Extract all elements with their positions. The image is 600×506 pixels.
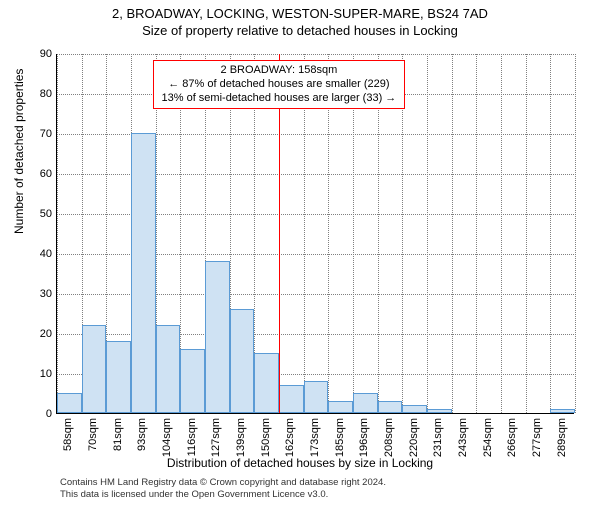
histogram-bar bbox=[254, 353, 279, 413]
gridline-v bbox=[57, 54, 58, 413]
plot-area: 2 BROADWAY: 158sqm← 87% of detached hous… bbox=[56, 54, 574, 414]
gridline-v bbox=[476, 54, 477, 413]
histogram-bar bbox=[205, 261, 230, 413]
histogram-bar bbox=[378, 401, 403, 413]
annotation-line: ← 87% of detached houses are smaller (22… bbox=[162, 78, 397, 92]
x-tick-label: 150sqm bbox=[260, 418, 272, 457]
histogram-bar bbox=[402, 405, 427, 413]
x-tick-label: 127sqm bbox=[210, 418, 222, 457]
y-tick-label: 0 bbox=[22, 408, 52, 420]
x-tick-label: 208sqm bbox=[383, 418, 395, 457]
gridline-v bbox=[427, 54, 428, 413]
y-tick-label: 70 bbox=[22, 128, 52, 140]
x-tick-label: 196sqm bbox=[358, 418, 370, 457]
histogram-bar bbox=[304, 381, 329, 413]
histogram-bar bbox=[427, 409, 452, 413]
x-tick-label: 185sqm bbox=[334, 418, 346, 457]
histogram-bar bbox=[131, 133, 156, 413]
x-tick-label: 254sqm bbox=[482, 418, 494, 457]
y-tick-label: 80 bbox=[22, 88, 52, 100]
x-tick-label: 93sqm bbox=[136, 418, 148, 451]
x-tick-label: 243sqm bbox=[457, 418, 469, 457]
y-tick-label: 60 bbox=[22, 168, 52, 180]
annotation-box: 2 BROADWAY: 158sqm← 87% of detached hous… bbox=[153, 60, 406, 109]
histogram-bar bbox=[230, 309, 255, 413]
histogram-bar bbox=[279, 385, 304, 413]
histogram-bar bbox=[328, 401, 353, 413]
histogram-bar bbox=[57, 393, 82, 413]
gridline-v bbox=[575, 54, 576, 413]
x-tick-label: 58sqm bbox=[62, 418, 74, 451]
histogram-bar bbox=[180, 349, 205, 413]
footer-note-line2: This data is licensed under the Open Gov… bbox=[60, 489, 386, 500]
gridline-v bbox=[550, 54, 551, 413]
y-tick-label: 20 bbox=[22, 328, 52, 340]
gridline-v bbox=[526, 54, 527, 413]
x-tick-label: 139sqm bbox=[235, 418, 247, 457]
x-tick-label: 70sqm bbox=[87, 418, 99, 451]
gridline-v bbox=[501, 54, 502, 413]
footer-note: Contains HM Land Registry data © Crown c… bbox=[60, 477, 386, 500]
x-tick-label: 220sqm bbox=[408, 418, 420, 457]
x-tick-label: 173sqm bbox=[309, 418, 321, 457]
x-tick-label: 231sqm bbox=[432, 418, 444, 457]
y-tick-label: 90 bbox=[22, 48, 52, 60]
chart-area: 2 BROADWAY: 158sqm← 87% of detached hous… bbox=[56, 54, 574, 414]
histogram-bar bbox=[106, 341, 131, 413]
histogram-bar bbox=[353, 393, 378, 413]
x-axis-label: Distribution of detached houses by size … bbox=[0, 456, 600, 470]
y-tick-label: 40 bbox=[22, 248, 52, 260]
annotation-line: 13% of semi-detached houses are larger (… bbox=[162, 92, 397, 106]
x-tick-label: 81sqm bbox=[112, 418, 124, 451]
y-tick-label: 50 bbox=[22, 208, 52, 220]
gridline-h bbox=[57, 54, 574, 55]
histogram-bar bbox=[156, 325, 181, 413]
x-tick-label: 162sqm bbox=[284, 418, 296, 457]
histogram-bar bbox=[82, 325, 107, 413]
x-tick-label: 277sqm bbox=[531, 418, 543, 457]
footer-note-line1: Contains HM Land Registry data © Crown c… bbox=[60, 477, 386, 488]
y-tick-label: 10 bbox=[22, 368, 52, 380]
chart-title-sub: Size of property relative to detached ho… bbox=[0, 23, 600, 38]
y-tick-label: 30 bbox=[22, 288, 52, 300]
gridline-v bbox=[452, 54, 453, 413]
histogram-bar bbox=[550, 409, 575, 413]
annotation-line: 2 BROADWAY: 158sqm bbox=[162, 64, 397, 78]
x-tick-label: 266sqm bbox=[506, 418, 518, 457]
x-tick-label: 289sqm bbox=[556, 418, 568, 457]
x-tick-label: 104sqm bbox=[161, 418, 173, 457]
chart-title-main: 2, BROADWAY, LOCKING, WESTON-SUPER-MARE,… bbox=[0, 6, 600, 21]
x-tick-label: 116sqm bbox=[186, 418, 198, 456]
